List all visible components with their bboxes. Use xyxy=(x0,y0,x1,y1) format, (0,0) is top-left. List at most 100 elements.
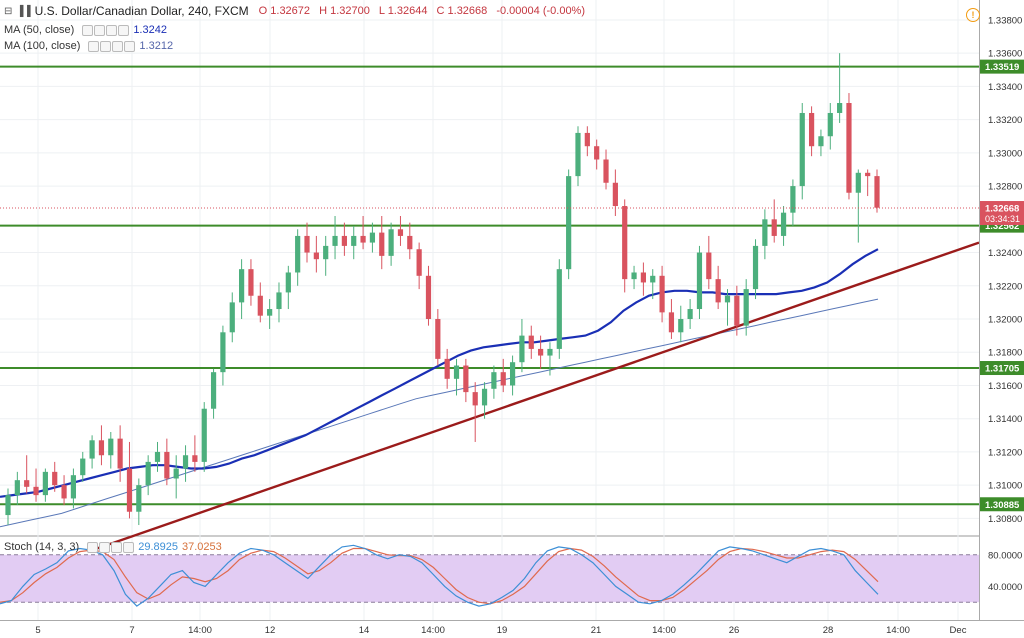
time-tick-label: 19 xyxy=(497,625,508,636)
candle-body xyxy=(332,235,338,246)
candle-body xyxy=(846,103,852,193)
price-tick-label: 1.32400 xyxy=(988,248,1022,259)
candle-body xyxy=(5,495,11,516)
candle-body xyxy=(425,275,432,320)
candle-body xyxy=(416,249,422,276)
stoch-k-path xyxy=(0,544,879,607)
open-value: O 1.32672 xyxy=(258,5,311,17)
time-axis[interactable]: 5 7 14:00 12 14 14:00 19 21 14:00 26 28 14:00 Dec xyxy=(0,620,1024,637)
ma100-controls[interactable] xyxy=(88,40,136,52)
candle-body xyxy=(752,245,759,290)
level-label: 1.32562 xyxy=(985,221,1019,232)
candle-body xyxy=(173,468,179,479)
candle-body xyxy=(509,362,516,386)
candle-body xyxy=(154,451,161,462)
price-tick-label: 1.32000 xyxy=(988,315,1022,326)
price-tick-label: 1.31400 xyxy=(988,414,1022,425)
candle-body xyxy=(472,392,478,406)
candle-body xyxy=(659,275,665,313)
candle-body xyxy=(668,312,675,333)
candle-body xyxy=(724,295,731,303)
candle-body xyxy=(108,438,114,456)
candle-body xyxy=(491,372,497,389)
candle-body xyxy=(538,348,544,356)
ma50-legend[interactable]: MA (50, close) 1.3242 xyxy=(4,24,167,36)
candle-body xyxy=(603,159,609,183)
level-label: 1.31705 xyxy=(985,364,1020,375)
time-tick-label: 26 xyxy=(729,625,740,636)
symbol-legend: ⊟ ▐▐ U.S. Dollar/Canadian Dollar, 240, F… xyxy=(4,4,585,18)
candle-body xyxy=(481,388,488,406)
ma50-controls[interactable] xyxy=(82,24,130,36)
candle-body xyxy=(304,235,310,253)
candle-body xyxy=(706,252,712,280)
price-axis[interactable]: 1.33800 1.33600 1.33400 1.33200 1.33000 1.328… xyxy=(979,0,1024,638)
time-tick-label: 14:00 xyxy=(652,625,676,636)
time-tick-label: 21 xyxy=(591,625,602,636)
candle-body xyxy=(575,132,581,177)
stoch-tick-label: 80.0000 xyxy=(988,550,1022,561)
candle-body xyxy=(865,172,871,177)
trendline[interactable] xyxy=(87,241,980,553)
stoch-controls[interactable] xyxy=(87,541,135,553)
time-tick-label: 14:00 xyxy=(886,625,910,636)
ma100-line xyxy=(0,298,879,528)
candle-body xyxy=(715,279,721,303)
candle-body xyxy=(276,292,282,310)
candle-body xyxy=(818,136,824,147)
candle-body xyxy=(407,235,413,250)
ma100-value: 1.3212 xyxy=(139,40,174,52)
candle-body xyxy=(566,176,572,270)
ma50-value: 1.3242 xyxy=(133,24,167,36)
ma100-legend[interactable]: MA (100, close) 1.3212 xyxy=(4,40,173,52)
candle-body xyxy=(164,451,170,479)
level-badge xyxy=(980,497,1024,512)
price-tick-label: 1.33400 xyxy=(988,82,1022,93)
change-value: -0.00004 (-0.00%) xyxy=(496,5,586,17)
time-tick-label: 12 xyxy=(265,625,276,636)
candle-body xyxy=(435,319,441,359)
candle-body xyxy=(771,219,777,236)
price-tick-label: 1.31800 xyxy=(988,348,1022,359)
candle-body xyxy=(453,365,460,379)
symbol-title: U.S. Dollar/Canadian Dollar, 240, FXCM xyxy=(34,4,249,18)
stoch-d-value: 37.0253 xyxy=(181,541,222,553)
candle-body xyxy=(790,186,796,213)
candle-body xyxy=(650,275,656,283)
ma100-path xyxy=(0,298,879,528)
candle-body xyxy=(855,172,861,193)
candle-body xyxy=(323,245,329,260)
level-badge xyxy=(980,361,1024,376)
candle-body xyxy=(52,471,58,486)
candle-body xyxy=(89,440,95,459)
price-tick-label: 1.31200 xyxy=(988,447,1022,458)
alert-icon[interactable]: ! xyxy=(966,8,980,22)
candle-body xyxy=(257,295,263,316)
bars-icon: ▐▐ xyxy=(16,5,31,17)
collapse-icon[interactable]: ⊟ xyxy=(4,5,13,17)
ma50-label: MA (50, close) xyxy=(4,24,75,36)
candle-body xyxy=(397,229,404,236)
ma100-label: MA (100, close) xyxy=(4,40,81,52)
stoch-pane xyxy=(0,544,979,607)
candle-body xyxy=(640,272,646,283)
candle-body xyxy=(145,461,151,486)
candle-body xyxy=(547,348,553,356)
countdown-label: 03:34:31 xyxy=(985,214,1020,224)
horizontal-levels[interactable] xyxy=(0,65,979,506)
price-tick-label: 1.30800 xyxy=(988,514,1022,525)
candle-body xyxy=(248,269,254,296)
candle-body xyxy=(463,365,469,393)
candle-body xyxy=(388,229,394,256)
stoch-legend[interactable]: Stoch (14, 3, 3) 29.8925 37.0253 xyxy=(4,541,222,553)
price-tick-label: 1.33000 xyxy=(988,148,1022,159)
stoch-label: Stoch (14, 3, 3) xyxy=(4,541,80,553)
time-tick-label: 14 xyxy=(359,625,370,636)
candle-body xyxy=(182,455,189,469)
candle-body xyxy=(267,309,273,316)
candle-body xyxy=(341,235,347,246)
price-tick-label: 1.31000 xyxy=(988,481,1022,492)
candle-body xyxy=(594,146,600,160)
candle-body xyxy=(360,235,366,243)
